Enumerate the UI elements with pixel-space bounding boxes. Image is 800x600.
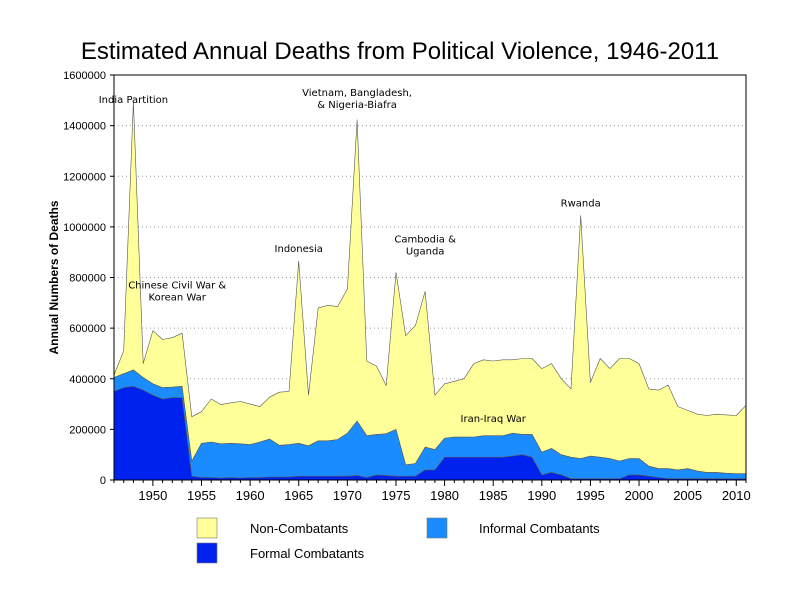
annotation-label: Vietnam, Bangladesh, & Nigeria-Biafra [302,88,412,111]
tick-labels: 0 200000 400000 600000 800000 1000000 1200000 1… [63,70,751,503]
y-tick-label: 600000 [69,323,106,335]
annotation-label: Rwanda [561,199,601,210]
x-tick-label: 2010 [722,488,751,503]
annotation-label: Iran-Iraq War [461,414,527,425]
x-tick-label: 1955 [187,488,216,503]
annotation-label: Indonesia [275,244,323,255]
x-tick-label: 1950 [138,488,167,503]
x-tick-label: 1960 [236,488,265,503]
legend-swatch [196,542,218,564]
y-tick-label: 200000 [69,424,106,436]
legend-swatch [426,517,448,539]
y-tick-label: 1600000 [63,70,106,82]
annotation-label: India Partition [99,95,168,106]
legend: Non-Combatants Informal Combatants Formal … [196,517,600,564]
y-tick-label: 0 [100,475,106,487]
y-tick-label: 400000 [69,374,106,386]
y-tick-label: 800000 [69,273,106,285]
legend-label: Formal Combatants [250,546,365,561]
y-axis-label: Annual Numbers of Deaths [47,200,61,354]
annotation-label: Cambodia & Uganda [394,235,456,258]
x-tick-label: 1975 [382,488,411,503]
legend-swatch [196,517,218,539]
x-tick-label: 1995 [576,488,605,503]
legend-label: Non-Combatants [250,521,349,536]
annotation-label: Chinese Civil War & Korean War [128,280,226,303]
y-tick-label: 1200000 [63,171,106,183]
y-tick-label: 1000000 [63,222,106,234]
x-tick-label: 1965 [284,488,313,503]
x-tick-label: 1985 [479,488,508,503]
legend-label: Informal Combatants [479,521,600,536]
x-tick-label: 1980 [430,488,459,503]
x-tick-label: 2000 [625,488,654,503]
x-tick-label: 1990 [527,488,556,503]
chart-title: Estimated Annual Deaths from Political V… [81,38,719,65]
annotations: India Partition Chinese Civil War & Korean… [99,88,601,425]
y-tick-label: 1400000 [63,121,106,133]
x-tick-label: 2005 [673,488,702,503]
x-tick-label: 1970 [333,488,362,503]
